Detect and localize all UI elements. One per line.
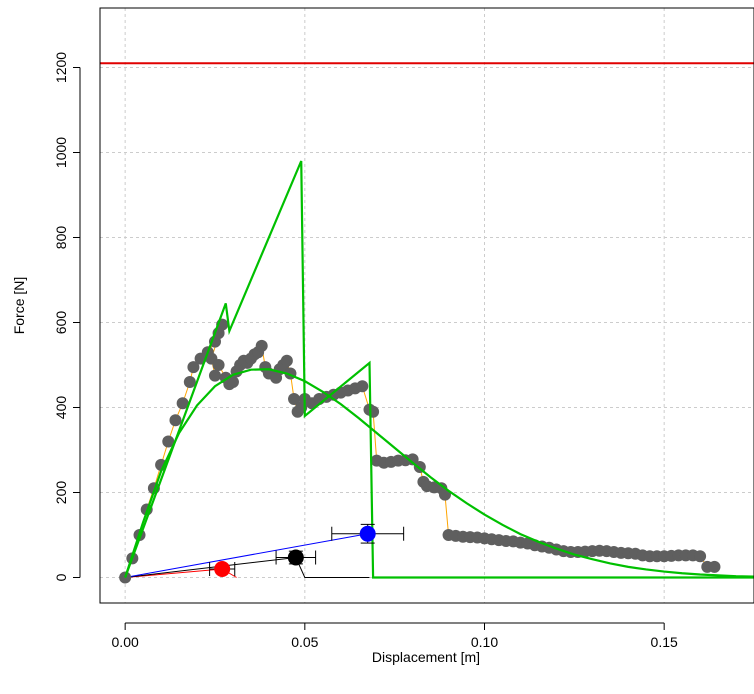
x-tick-label: 0.10 bbox=[471, 634, 498, 650]
y-tick-label: 200 bbox=[53, 481, 69, 505]
plot-border bbox=[99, 7, 754, 604]
error-bar-markers bbox=[209, 523, 405, 577]
y-tick-label: 1000 bbox=[53, 137, 69, 168]
x-tick-label: 0.15 bbox=[651, 634, 678, 650]
y-tick-label: 800 bbox=[53, 226, 69, 250]
measured-point bbox=[367, 405, 380, 418]
marker-connector-line bbox=[125, 533, 368, 578]
measured-point bbox=[155, 458, 168, 471]
red-marker bbox=[214, 561, 231, 577]
measured-point bbox=[288, 393, 301, 405]
x-tick-label: 0.00 bbox=[112, 634, 139, 650]
marker-lines bbox=[125, 533, 370, 578]
measured-point bbox=[255, 339, 268, 352]
measured-point bbox=[708, 560, 721, 573]
grid-lines bbox=[100, 8, 754, 603]
model-curve bbox=[124, 368, 754, 578]
measured-point bbox=[183, 376, 196, 388]
model-sawtooth bbox=[124, 160, 754, 579]
blue-marker bbox=[359, 525, 376, 542]
x-tick-label: 0.05 bbox=[291, 634, 318, 650]
measured-point bbox=[119, 571, 132, 584]
model-lines bbox=[124, 160, 754, 579]
measured-points bbox=[119, 318, 721, 584]
y-axis-title: Force [N] bbox=[11, 277, 27, 335]
y-tick-label: 0 bbox=[53, 573, 69, 581]
measured-point bbox=[162, 435, 175, 448]
y-tick-label: 600 bbox=[53, 311, 69, 335]
marker-connector-line bbox=[125, 556, 370, 578]
measured-point bbox=[226, 376, 239, 388]
measured-point bbox=[176, 397, 189, 410]
y-tick-label: 1200 bbox=[53, 52, 69, 83]
measured-point bbox=[694, 550, 707, 563]
measured-point bbox=[212, 359, 225, 371]
measured-point bbox=[356, 380, 369, 393]
measured-point bbox=[187, 361, 200, 374]
y-tick-label: 400 bbox=[53, 396, 69, 420]
x-axis-title: Displacement [m] bbox=[372, 649, 480, 665]
black-marker bbox=[287, 549, 304, 566]
measured-point bbox=[406, 453, 419, 466]
measured-point bbox=[280, 354, 293, 367]
measured-point bbox=[169, 414, 182, 427]
measured-point bbox=[208, 369, 221, 382]
x-axis: 0.00 0.05 0.10 0.15 bbox=[112, 622, 678, 650]
y-axis: 0 200 400 600 800 1000 1200 bbox=[53, 52, 81, 581]
